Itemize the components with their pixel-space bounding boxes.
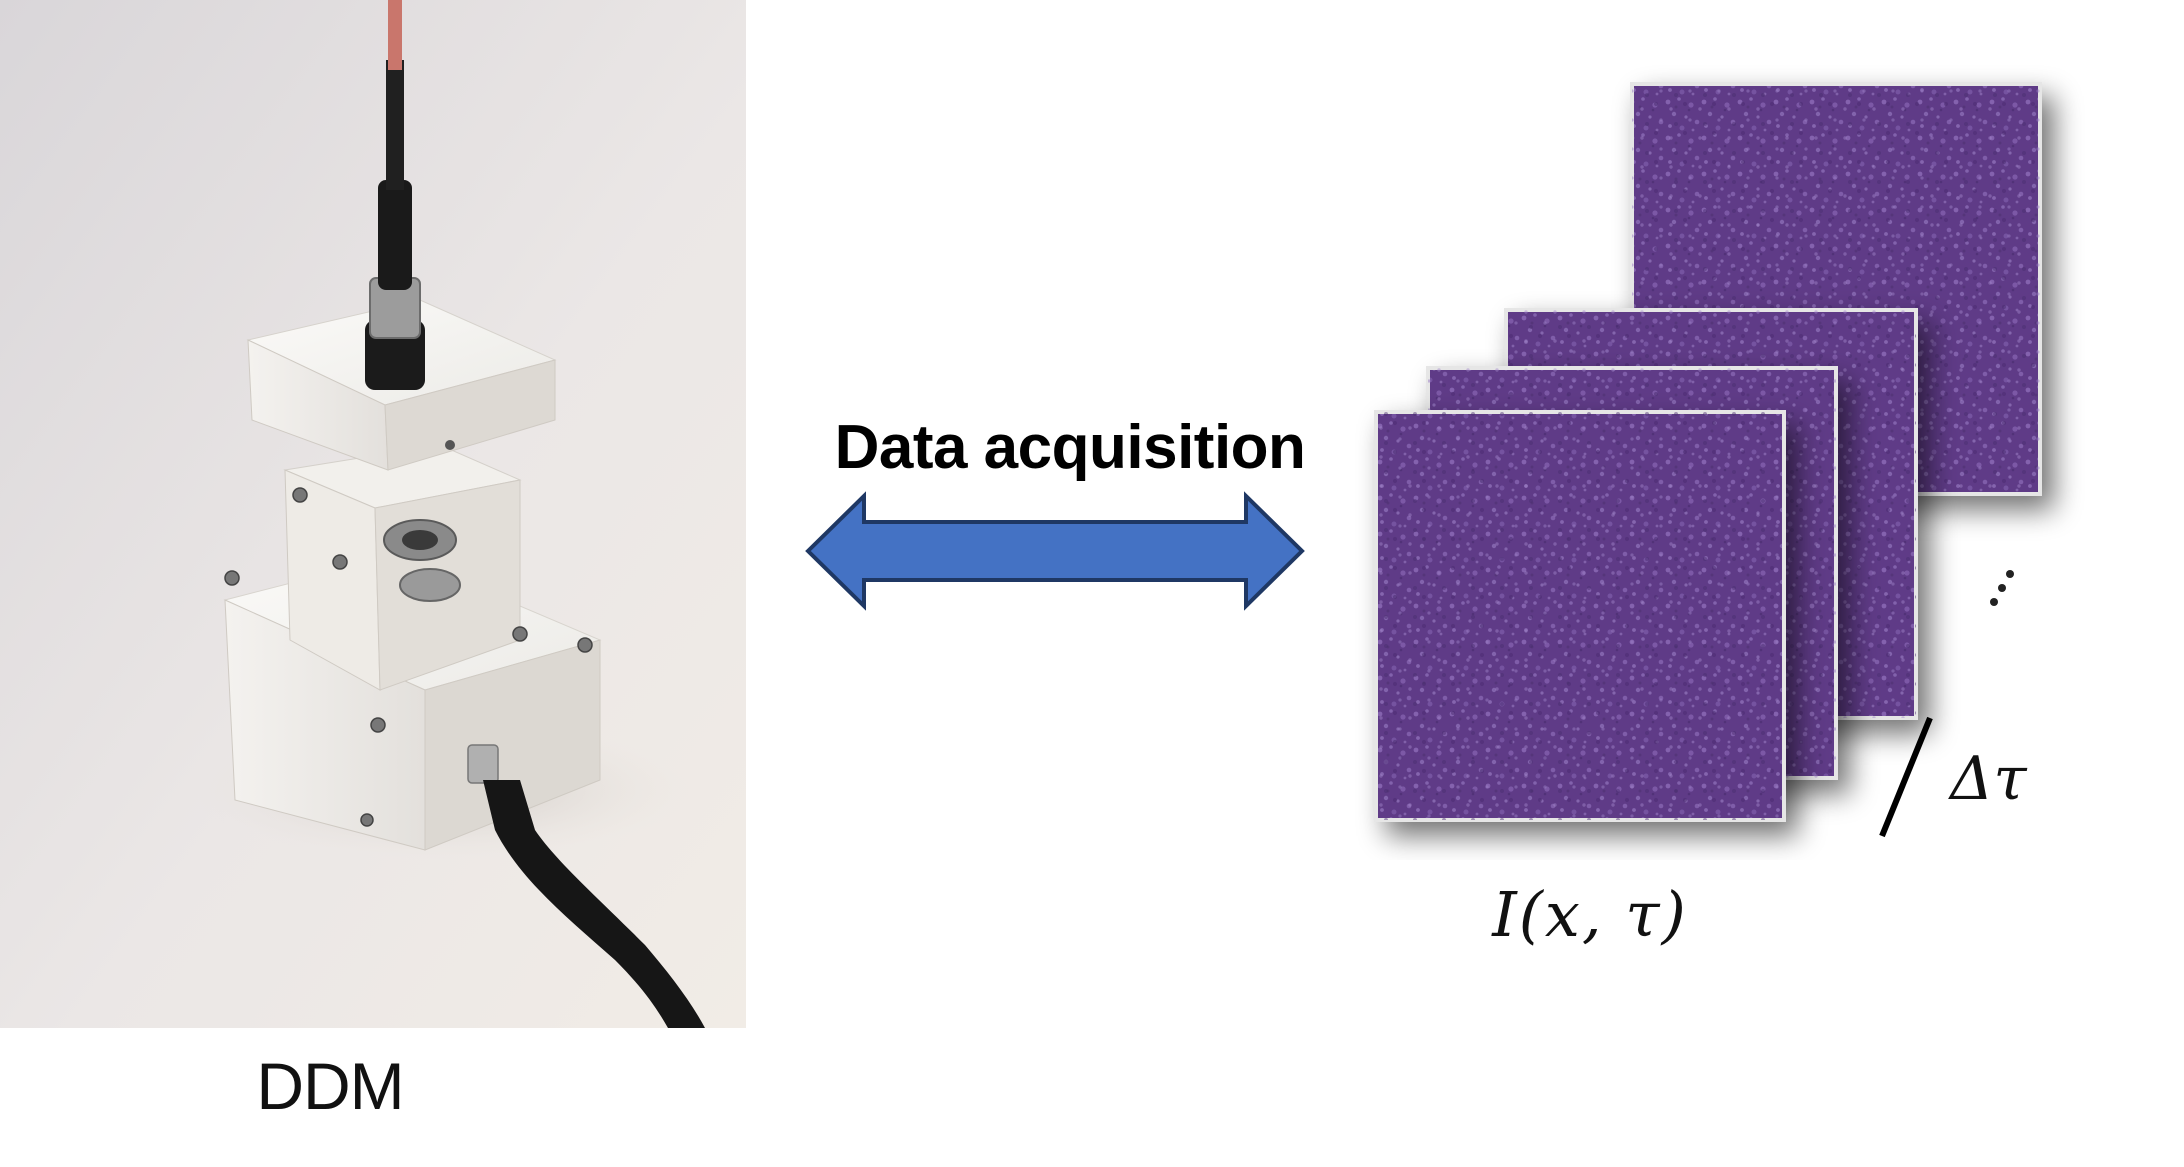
image-frame-stack bbox=[1374, 82, 2042, 822]
double-arrow-icon bbox=[805, 491, 1305, 611]
ddm-device-photo bbox=[0, 0, 746, 1028]
time-axis-line bbox=[1879, 716, 1933, 838]
data-acquisition-label: Data acquisition bbox=[834, 413, 1306, 482]
delta-tau-label: Δτ bbox=[1950, 744, 2027, 814]
intensity-label: I(x, τ) bbox=[1492, 878, 1688, 951]
ellipsis-icon bbox=[1990, 570, 2014, 606]
frame-1 bbox=[1374, 410, 1786, 822]
device-label: DDM bbox=[256, 1049, 404, 1123]
